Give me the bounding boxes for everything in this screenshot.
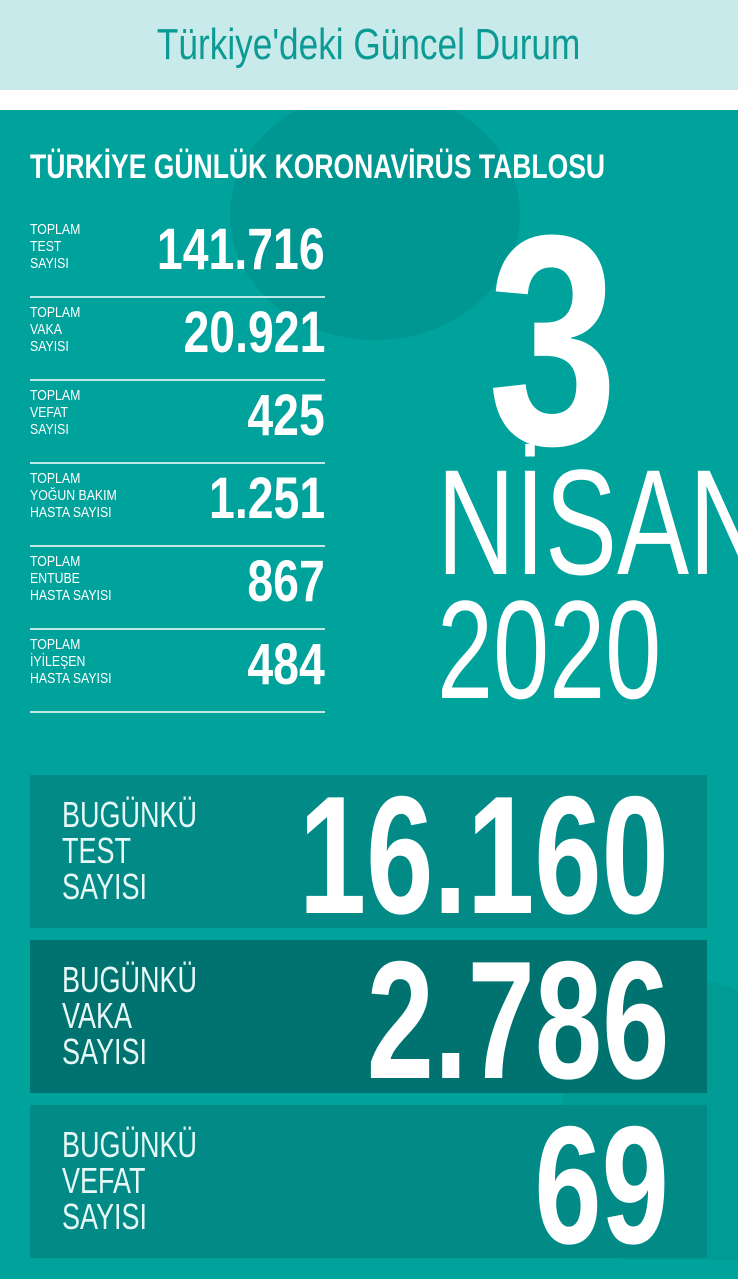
row-value: 1.251 <box>208 466 325 531</box>
today-test-box: BUGÜNKÜ TEST SAYISI 16.160 <box>30 761 707 949</box>
date-year: 2020 <box>437 571 662 728</box>
total-intubated-row: TOPLAM ENTUBE HASTA SAYISI 867 <box>30 547 325 630</box>
today-case-box: BUGÜNKÜ VAKA SAYISI 2.786 <box>30 926 707 1114</box>
total-recovered-row: TOPLAM İYİLEŞEN HASTA SAYISI 484 <box>30 630 325 713</box>
row-label: TOPLAM İYİLEŞEN HASTA SAYISI <box>30 636 112 687</box>
row-value: 867 <box>247 549 325 614</box>
row-label: TOPLAM VAKA SAYISI <box>30 304 81 355</box>
row-value: 141.716 <box>157 217 325 282</box>
row-label: TOPLAM ENTUBE HASTA SAYISI <box>30 553 112 604</box>
row-label: TOPLAM VEFAT SAYISI <box>30 387 81 438</box>
today-death-box: BUGÜNKÜ VEFAT SAYISI 69 <box>30 1091 707 1279</box>
divider <box>0 90 738 110</box>
header-banner: Türkiye'deki Güncel Durum <box>0 0 738 90</box>
box-label: BUGÜNKÜ VAKA SAYISI <box>62 959 198 1072</box>
box-label: BUGÜNKÜ TEST SAYISI <box>62 794 198 907</box>
row-label: TOPLAM TEST SAYISI <box>30 221 81 272</box>
table-heading: TÜRKİYE GÜNLÜK KORONAVİRÜS TABLOSU <box>30 148 606 186</box>
box-label: BUGÜNKÜ VEFAT SAYISI <box>62 1124 198 1237</box>
box-value: 16.160 <box>299 761 669 949</box>
total-death-row: TOPLAM VEFAT SAYISI 425 <box>30 381 325 464</box>
row-value: 484 <box>247 632 325 697</box>
page-title: Türkiye'deki Güncel Durum <box>157 20 581 69</box>
row-value: 20.921 <box>183 300 325 365</box>
date-day: 3 <box>487 172 618 508</box>
row-label: TOPLAM YOĞUN BAKIM HASTA SAYISI <box>30 470 117 521</box>
date-month: NİSAN <box>437 438 738 606</box>
box-value: 69 <box>534 1091 669 1279</box>
row-value: 425 <box>247 383 325 448</box>
box-value: 2.786 <box>366 926 669 1114</box>
total-test-row: TOPLAM TEST SAYISI 141.716 <box>30 215 325 298</box>
total-icu-row: TOPLAM YOĞUN BAKIM HASTA SAYISI 1.251 <box>30 464 325 547</box>
virus-watermark-icon <box>230 110 520 340</box>
total-case-row: TOPLAM VAKA SAYISI 20.921 <box>30 298 325 381</box>
